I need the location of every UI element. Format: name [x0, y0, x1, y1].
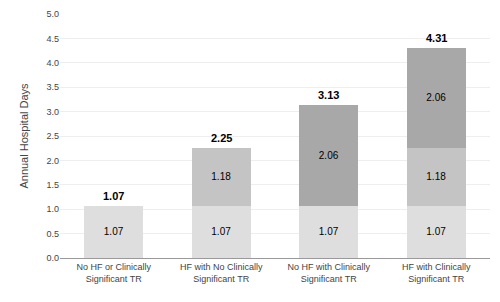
svg-text:4.0: 4.0 — [46, 58, 59, 68]
svg-text:1.0: 1.0 — [46, 204, 59, 214]
svg-text:3.13: 3.13 — [318, 89, 339, 101]
svg-text:4.5: 4.5 — [46, 34, 59, 44]
svg-text:4.31: 4.31 — [426, 32, 447, 44]
svg-text:1.18: 1.18 — [426, 171, 446, 182]
svg-text:HF with ClinicallySignificant: HF with ClinicallySignificant TR — [402, 262, 471, 284]
svg-text:3.5: 3.5 — [46, 82, 59, 92]
svg-text:2.5: 2.5 — [46, 131, 59, 141]
svg-text:1.07: 1.07 — [211, 226, 231, 237]
svg-text:1.07: 1.07 — [426, 226, 446, 237]
svg-text:No HF or ClinicallySignificant: No HF or ClinicallySignificant TR — [76, 262, 151, 284]
svg-text:0.5: 0.5 — [46, 229, 59, 239]
svg-text:3.0: 3.0 — [46, 107, 59, 117]
svg-text:No HF with ClinicallySignifica: No HF with ClinicallySignificant TR — [287, 262, 370, 284]
svg-text:2.06: 2.06 — [426, 92, 446, 103]
svg-text:Annual Hospital Days: Annual Hospital Days — [18, 83, 30, 189]
svg-text:2.0: 2.0 — [46, 156, 59, 166]
svg-text:1.07: 1.07 — [103, 190, 124, 202]
svg-text:2.06: 2.06 — [319, 150, 339, 161]
svg-text:HF with No ClinicallySignifica: HF with No ClinicallySignificant TR — [180, 262, 263, 284]
svg-text:1.07: 1.07 — [104, 226, 124, 237]
svg-text:1.18: 1.18 — [211, 171, 231, 182]
svg-text:1.07: 1.07 — [319, 226, 339, 237]
svg-text:0.0: 0.0 — [46, 253, 59, 263]
svg-text:5.0: 5.0 — [46, 9, 59, 19]
svg-text:1.5: 1.5 — [46, 180, 59, 190]
svg-text:2.25: 2.25 — [211, 132, 232, 144]
